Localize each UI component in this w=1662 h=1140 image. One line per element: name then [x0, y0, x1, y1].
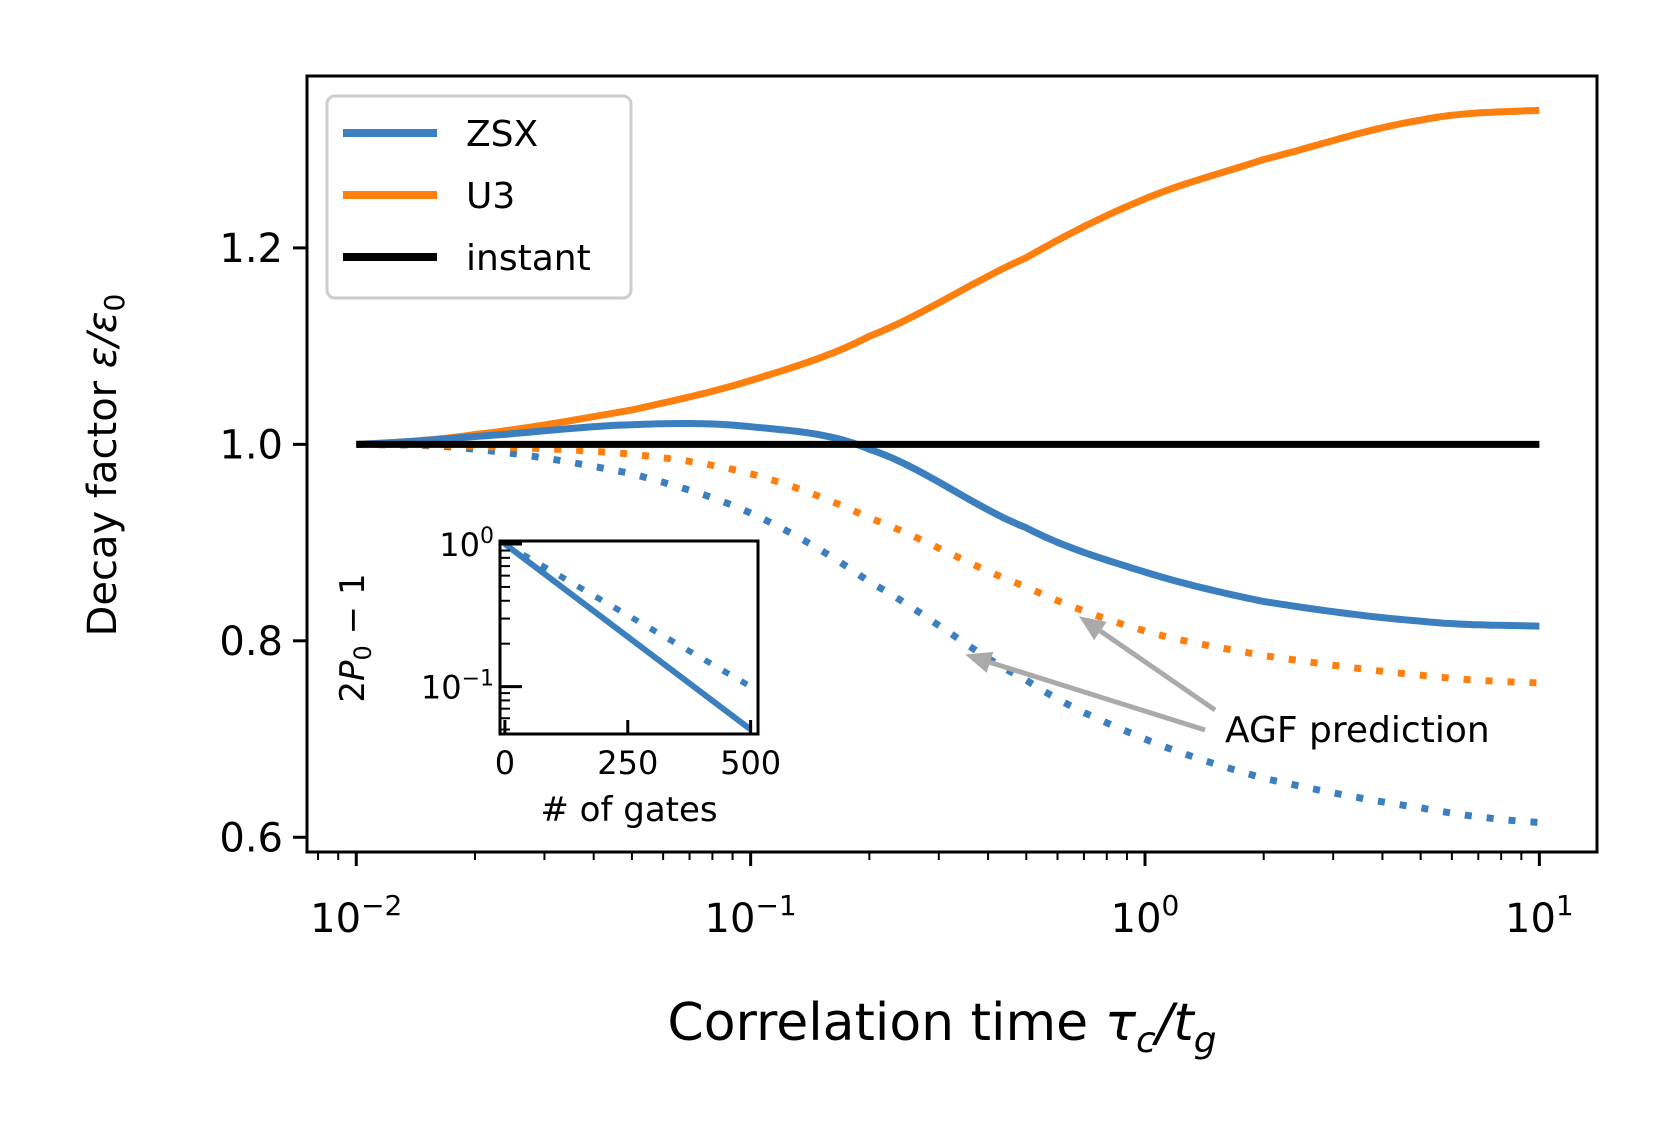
inset-series-dotted [503, 541, 753, 690]
inset-y-title-post: − 1 [333, 573, 373, 645]
inset-y-title-pre: 2 [333, 681, 373, 703]
main-series-group [356, 106, 1540, 826]
legend-label-instant: instant [466, 238, 591, 279]
inset-x-axis-title: # of gates [540, 790, 717, 830]
y-axis-title-text: Decay factor [80, 368, 126, 636]
x-axis-title-text: Correlation time [667, 993, 1104, 1053]
inset-y-tick-label: 100 [439, 524, 494, 564]
x-axis-title-t-sub: g [1194, 1020, 1217, 1061]
annotation-arrow-shaft [989, 659, 1206, 733]
legend-label-u3: U3 [466, 176, 515, 217]
y-axis-title-num: ε [80, 347, 126, 369]
inset-series-solid [503, 541, 753, 732]
y-axis-title-slash: / [80, 329, 126, 350]
legend-label-zsx: ZSX [466, 114, 538, 155]
agf-annotation: AGF prediction [965, 616, 1490, 751]
x-tick-label: 10−1 [705, 889, 797, 942]
annotation-arrow-head [1078, 616, 1107, 641]
annotation-arrow-shaft [1098, 628, 1217, 713]
y-axis-title-den-sub: 0 [98, 294, 131, 312]
inset-x-tick-label: 250 [597, 744, 658, 782]
x-axis-title: Correlation time τc/tg [667, 993, 1216, 1061]
annotation-text: AGF prediction [1225, 710, 1490, 751]
y-tick-label: 0.6 [219, 815, 283, 861]
y-tick-label: 0.8 [219, 619, 283, 665]
legend: ZSX U3 instant [325, 94, 633, 300]
x-tick-label: 10−2 [310, 889, 402, 942]
inset-x-tick-label: 0 [495, 744, 515, 782]
legend-box [325, 94, 633, 300]
inset-axis-ticks: 0 250 500 100 10−1 [421, 524, 781, 782]
y-axis-title-den: ε [80, 311, 126, 333]
inset-series-group [503, 541, 753, 732]
series-line-dotted-3 [356, 440, 1540, 826]
inset-y-axis-title: 2P0 − 1 [333, 573, 377, 702]
inset-y-title-base: P [333, 660, 373, 681]
y-tick-label: 1.2 [219, 226, 283, 272]
inset-x-tick-label: 500 [720, 744, 781, 782]
x-axis-title-tau-sub: c [1136, 1020, 1156, 1061]
x-tick-label: 100 [1111, 889, 1180, 942]
main-axis-ticks: 10−2 10−1 100 101 0.6 0.8 1.0 1.2 [219, 226, 1573, 942]
inset-y-title-sub: 0 [349, 645, 377, 660]
y-tick-label: 1.0 [219, 422, 283, 468]
inset-y-tick-label: 10−1 [421, 667, 494, 707]
x-axis-title-tau: τ [1105, 993, 1137, 1053]
main-plot-frame [305, 74, 1599, 854]
x-axis-title-t: t [1173, 993, 1195, 1053]
y-axis-title: Decay factor ε/ε0 [80, 294, 131, 637]
series-line-u3 [356, 106, 1540, 448]
annotation-arrow-head [965, 651, 994, 673]
x-tick-label: 101 [1505, 889, 1574, 942]
series-line-zsx [356, 420, 1540, 630]
